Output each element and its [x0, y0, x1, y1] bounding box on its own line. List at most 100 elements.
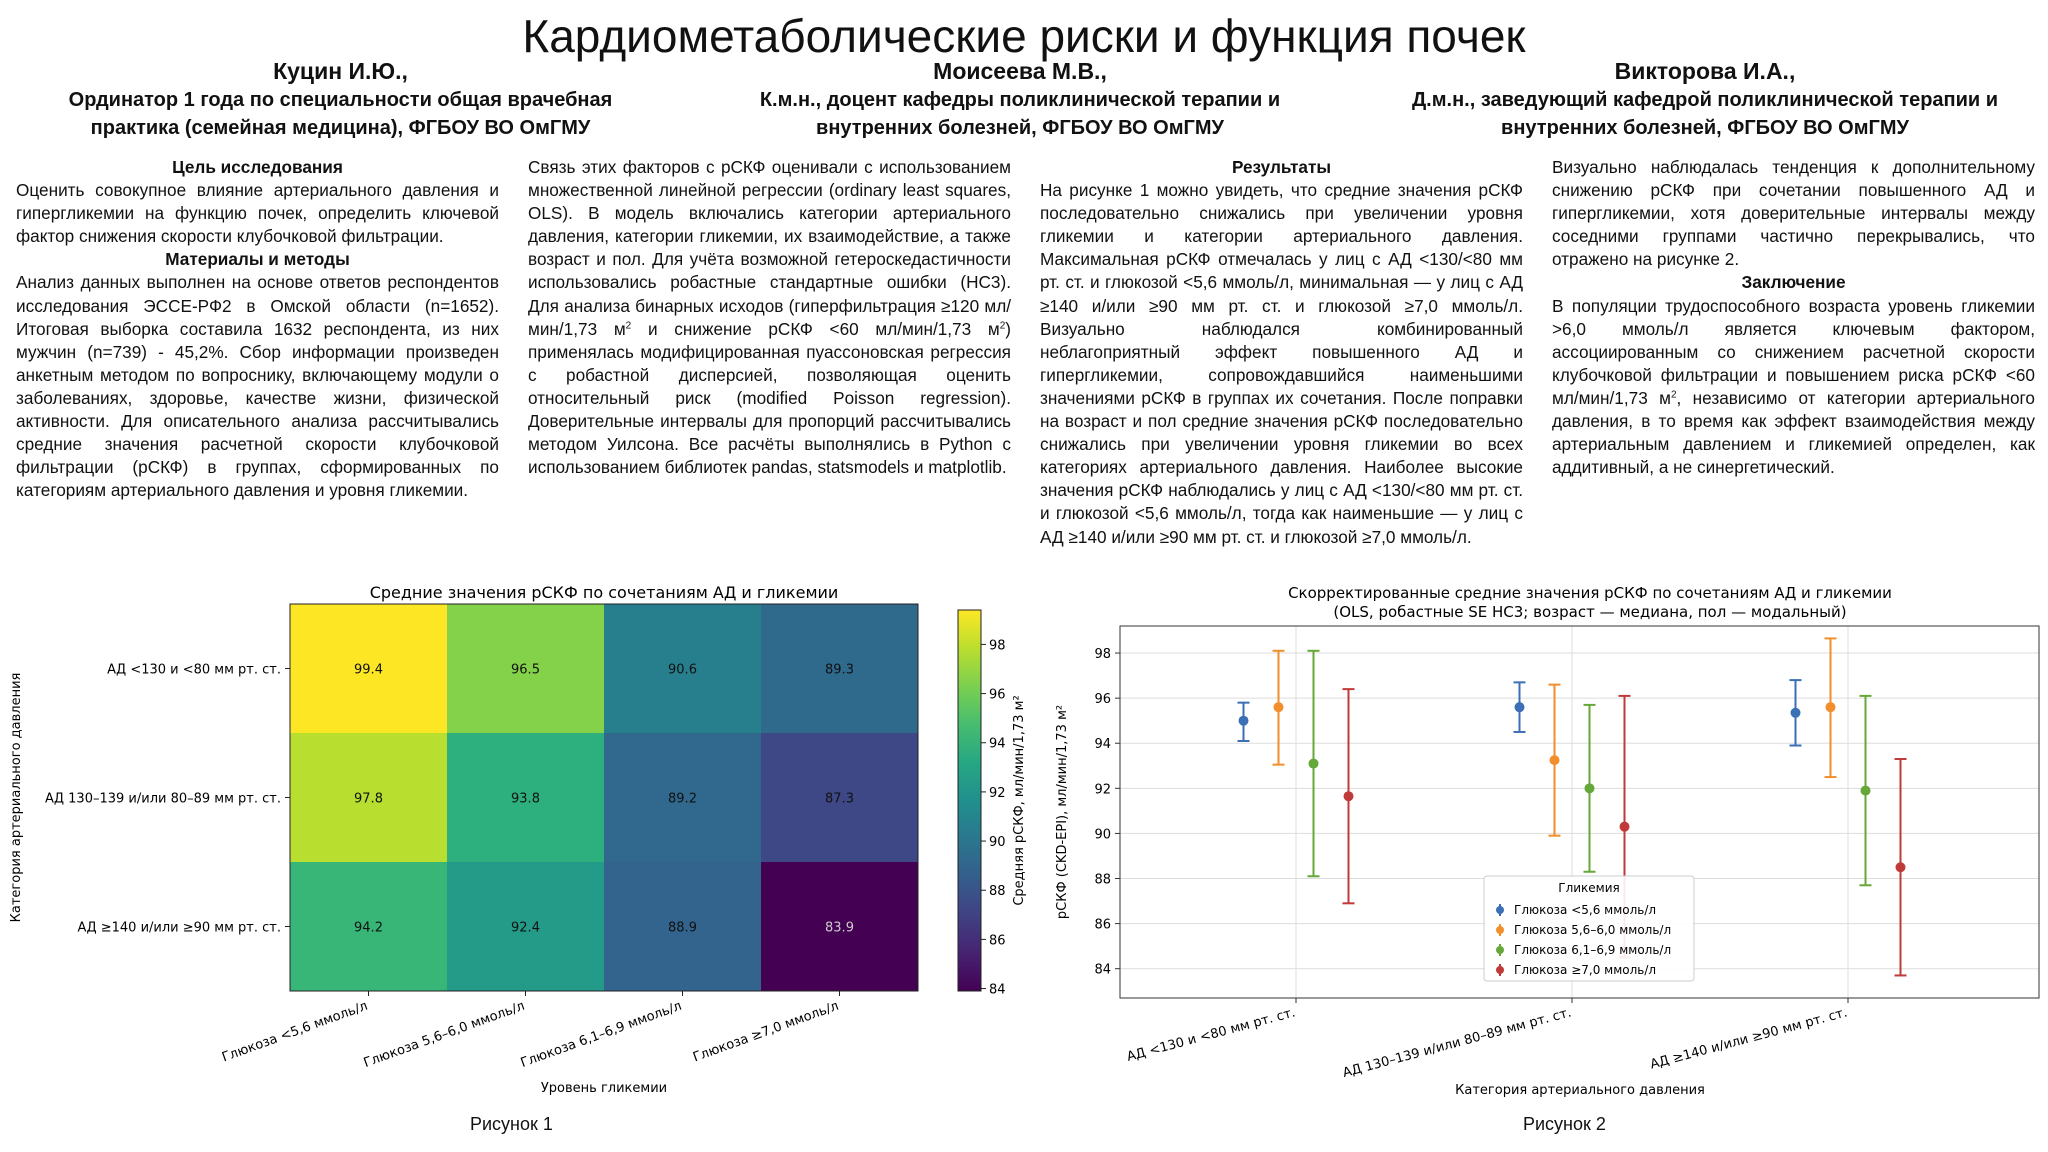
- heatmap-cell: [761, 733, 918, 862]
- poster-title: Кардиометаболические риски и функция поч…: [522, 10, 1526, 62]
- x-tick-label: Глюкоза 6,1–6,9 ммоль/л: [519, 999, 684, 1071]
- conclusion-text-part-a: В популяции трудоспособного возраста уро…: [1552, 295, 2035, 408]
- data-point: [1860, 785, 1871, 796]
- heatmap-cell: [447, 604, 604, 733]
- y-tick-label: 90: [1094, 827, 1111, 842]
- cell-value-label: 94.2: [354, 921, 383, 936]
- cell-value-label: 99.4: [354, 663, 383, 678]
- y-tick-label: АД <130 и <80 мм рт. ст.: [107, 663, 281, 678]
- y-tick-label: 86: [1094, 918, 1111, 933]
- y-tick-label: 96: [1094, 692, 1111, 707]
- methods-heading: Материалы и методы: [165, 249, 350, 270]
- x-tick-label: Глюкоза 5,6–6,0 ммоль/л: [362, 999, 527, 1071]
- results-heading: Результаты: [1231, 157, 1332, 177]
- cell-value-label: 97.8: [354, 792, 383, 807]
- legend-marker: [1496, 946, 1504, 954]
- cell-value-label: 96.5: [511, 663, 540, 678]
- colorbar: [957, 609, 982, 992]
- methods-text: Анализ данных выполнен на основе ответов…: [16, 272, 499, 501]
- legend-label: Глюкоза <5,6 ммоль/л: [1514, 903, 1656, 917]
- data-point: [1549, 755, 1560, 766]
- y-tick-label: АД 130–139 и/или 80–89 мм рт. ст.: [45, 792, 281, 807]
- y-tick-label: 98: [1094, 647, 1111, 662]
- data-point: [1619, 821, 1630, 832]
- heatmap-cell: [447, 733, 604, 862]
- conclusion-text: В популяции трудоспособного возраста уро…: [1552, 295, 2035, 480]
- plot-frame: [1119, 625, 2040, 999]
- x-axis-label: Уровень гликемии: [541, 1081, 667, 1096]
- y-tick-label: 94: [1094, 737, 1111, 752]
- legend-marker: [1496, 966, 1504, 974]
- figure-1-heatmap: Средние значения рСКФ по сочетаниям АД и…: [9, 583, 1027, 1096]
- x-tick-label: АД 130–139 и/или 80–89 мм рт. ст.: [1341, 1005, 1573, 1081]
- figure-2-errorbar-chart: Скорректированные средние значения рСКФ …: [1055, 584, 2040, 1098]
- legend-label: Глюкоза 6,1–6,9 ммоль/л: [1514, 943, 1671, 957]
- column-2: Связь этих факторов с рСКФ оценивали с и…: [528, 156, 1011, 479]
- legend-box: [1483, 875, 1695, 982]
- y-tick-label: 84: [1094, 963, 1111, 978]
- data-point: [1790, 707, 1801, 718]
- aim-heading: Цель исследования: [172, 157, 343, 177]
- data-point: [1584, 783, 1595, 794]
- cell-value-label: 83.9: [825, 921, 854, 936]
- data-point: [1343, 791, 1354, 802]
- colorbar-tick-label: 92: [989, 786, 1006, 801]
- x-tick-label: Глюкоза <5,6 ммоль/л: [220, 999, 370, 1066]
- author-name: Викторова И.А.,: [1614, 58, 1796, 84]
- heatmap-cell: [761, 862, 918, 991]
- data-point: [1273, 702, 1284, 713]
- heatmap-cell: [290, 862, 447, 991]
- superscript: 2: [1670, 389, 1677, 401]
- figure-1-caption: Рисунок 1: [470, 1114, 553, 1134]
- chart-subtitle: (OLS, робастные SE HC3; возраст — медиан…: [1333, 603, 1846, 621]
- x-axis-label: Категория артериального давления: [1455, 1083, 1705, 1098]
- methods-text-continued: Связь этих факторов с рСКФ оценивали с и…: [528, 156, 1011, 479]
- colorbar-tick-label: 84: [989, 983, 1006, 998]
- cell-value-label: 87.3: [825, 792, 854, 807]
- author-affiliation: Д.м.н., заведующий кафедрой поликлиничес…: [1411, 89, 1999, 139]
- conclusion-text-part-b: , независимо от категории артериального …: [1552, 387, 2035, 478]
- heatmap-cell: [604, 862, 761, 991]
- superscript: 2: [999, 319, 1006, 331]
- x-tick-label: АД <130 и <80 мм рт. ст.: [1125, 1005, 1297, 1064]
- colorbar-tick-label: 86: [989, 933, 1006, 948]
- cell-value-label: 88.9: [668, 921, 697, 936]
- data-point: [1238, 715, 1249, 726]
- methods-text-part-b: и снижение рСКФ <60 мл/мин/1,73 м: [631, 318, 1000, 339]
- data-point: [1825, 702, 1836, 713]
- author-1: Куцин И.Ю., Ординатор 1 года по специаль…: [8, 56, 673, 142]
- results-text-continued: Визуально наблюдалась тенденция к дополн…: [1552, 157, 2035, 270]
- heatmap-cell: [604, 733, 761, 862]
- heatmap-cell: [761, 604, 918, 733]
- colorbar-tick-label: 88: [989, 884, 1006, 899]
- colorbar-tick-label: 94: [989, 737, 1006, 752]
- x-tick-label: АД ≥140 и/или ≥90 мм рт. ст.: [1649, 1005, 1849, 1072]
- heatmap-cell: [290, 733, 447, 862]
- colorbar-tick-label: 90: [989, 835, 1006, 850]
- superscript: 2: [625, 319, 632, 331]
- column-1: Цель исследования Оценить совокупное вли…: [16, 156, 499, 502]
- methods-text-part-c: ) применялась модифицированная пуассонов…: [528, 318, 1011, 478]
- heatmap-cell: [290, 604, 447, 733]
- legend-label: Глюкоза 5,6–6,0 ммоль/л: [1514, 923, 1671, 937]
- y-tick-label: 92: [1094, 782, 1111, 797]
- heatmap-cell: [604, 604, 761, 733]
- author-name: Моисеева М.В.,: [933, 58, 1107, 84]
- conclusion-heading: Заключение: [1741, 272, 1846, 293]
- cell-value-label: 90.6: [668, 663, 697, 678]
- cell-value-label: 89.3: [825, 663, 854, 678]
- author-affiliation: Ординатор 1 года по специальности общая …: [68, 89, 613, 139]
- y-axis-label: Категория артериального давления: [9, 673, 24, 923]
- column-4: Визуально наблюдалась тенденция к дополн…: [1552, 156, 2035, 479]
- cell-value-label: 93.8: [511, 792, 540, 807]
- chart-title: Скорректированные средние значения рСКФ …: [1288, 584, 1892, 602]
- cell-value-label: 92.4: [511, 921, 540, 936]
- author-3: Викторова И.А., Д.м.н., заведующий кафед…: [1365, 56, 2045, 142]
- data-point: [1308, 758, 1319, 769]
- legend-title: Гликемия: [1558, 881, 1620, 895]
- legend-marker: [1496, 906, 1504, 914]
- heatmap-cell: [447, 862, 604, 991]
- chart-title: Средние значения рСКФ по сочетаниям АД и…: [370, 583, 839, 602]
- figure-2-caption: Рисунок 2: [1523, 1114, 1606, 1134]
- y-axis-label: рСКФ (CKD-EPI), мл/мин/1,73 м²: [1055, 705, 1070, 919]
